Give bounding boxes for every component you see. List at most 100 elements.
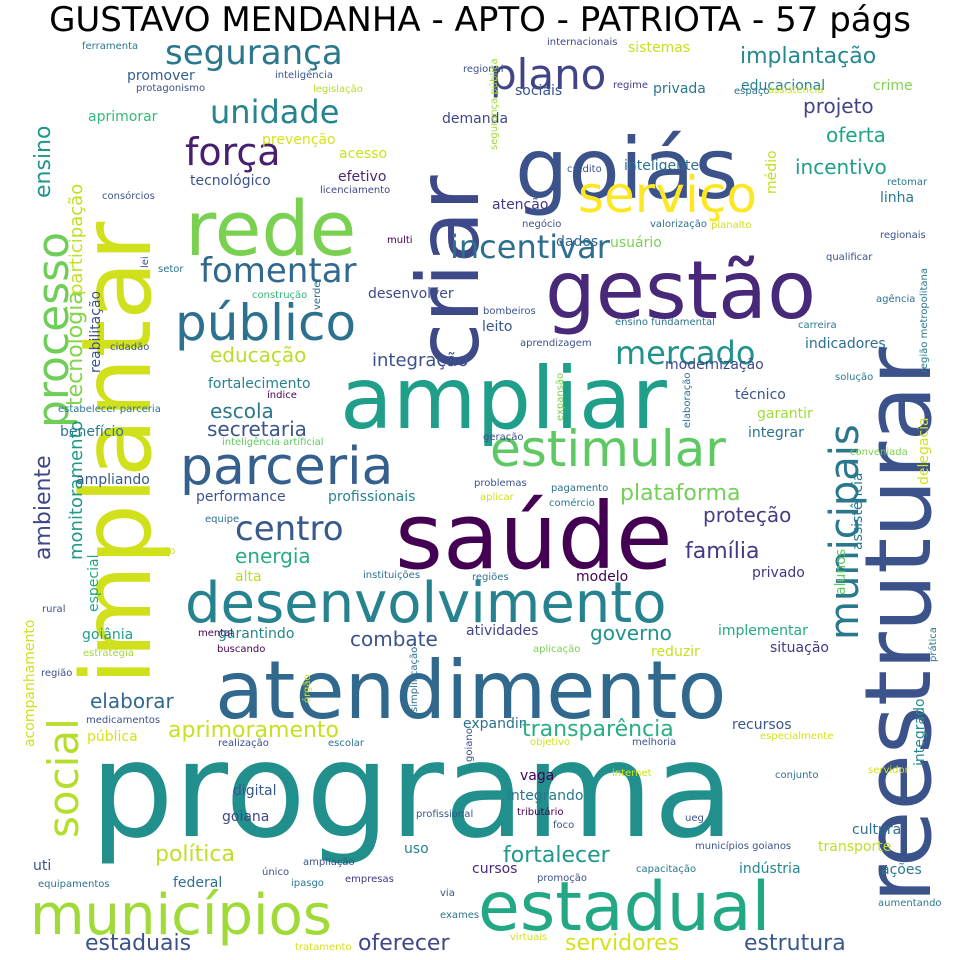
word-melhoria: melhoria: [632, 737, 676, 748]
word-retomar: retomar: [887, 177, 928, 188]
word-privada: privada: [653, 81, 706, 97]
word-inteligente: inteligente: [624, 158, 699, 174]
word-ueg: ueg: [685, 813, 704, 824]
word-agencia: agência: [876, 293, 915, 305]
word-processo: processo: [28, 232, 79, 428]
word-rede: rede: [185, 184, 356, 273]
word-ambiente: ambiente: [31, 455, 56, 560]
word-protecao: proteção: [703, 503, 791, 527]
word-criar: criar: [399, 175, 499, 370]
word-estaduais: estaduais: [85, 931, 191, 956]
word-ferramenta: ferramenta: [82, 41, 138, 52]
word-servidores: servidores: [565, 931, 679, 956]
word-plataforma: plataforma: [620, 481, 740, 506]
word-centro: centro: [235, 509, 344, 549]
word-oferecer: oferecer: [358, 931, 450, 956]
word-capacitacao: capacitação: [636, 864, 696, 875]
word-prevencao: prevenção: [262, 132, 336, 148]
word-combate: combate: [350, 627, 438, 651]
word-fortalecer: fortalecer: [503, 843, 611, 868]
word-assistencia: assistência: [850, 473, 866, 551]
word-efetivo: efetivo: [338, 169, 386, 185]
word-atencao: atenção: [492, 197, 548, 213]
word-ampliando: ampliando: [76, 472, 150, 488]
word-energia: energia: [235, 544, 311, 568]
word-ensino-fundamental: ensino fundamental: [615, 317, 715, 328]
word-aplicacao: aplicação: [533, 644, 580, 655]
word-simplificacao: simplificação: [409, 647, 420, 712]
word-programa: programa: [90, 714, 734, 868]
word-valorizacao: valorização: [650, 219, 707, 230]
word-gestao: gestão: [545, 244, 816, 337]
word-sociais: sociais: [515, 83, 562, 99]
word-goiana: goiana: [222, 809, 269, 825]
word-usuario: usuário: [610, 235, 662, 251]
word-ipasgo: ipasgo: [291, 878, 324, 889]
word-profissionais: profissionais: [328, 489, 415, 505]
word-cultura: cultura: [852, 822, 901, 838]
word-consorcios: consórcios: [102, 190, 155, 202]
word-objetivo: objetivo: [530, 737, 570, 748]
word-ensino: ensino: [31, 126, 56, 198]
word-fomentar: fomentar: [200, 251, 357, 291]
word-uso: uso: [404, 841, 429, 857]
word-politica: política: [155, 842, 235, 867]
word-elaboracao: elaboração: [682, 372, 693, 428]
word-solucao: solução: [835, 372, 873, 383]
word-educacao: educação: [210, 343, 306, 367]
word-procedimento: procedimento: [106, 546, 175, 557]
word-problemas: problemas: [474, 478, 527, 489]
word-industria: indústria: [739, 861, 801, 877]
word-tecnico: técnico: [735, 387, 786, 403]
word-modelo: modelo: [576, 569, 628, 585]
word-goiania: goiânia: [82, 627, 133, 643]
word-goias: goiás: [515, 120, 738, 218]
word-lei: lei: [140, 256, 151, 268]
page-title: GUSTAVO MENDANHA - APTO - PATRIOTA - 57 …: [49, 0, 911, 40]
word-multi: multi: [387, 235, 413, 246]
word-medicamentos: medicamentos: [86, 715, 160, 726]
word-rural: rural: [42, 604, 65, 615]
word-aprimorar: aprimorar: [88, 109, 158, 125]
word-regioes: regiões: [472, 572, 509, 583]
word-alunos: alunos: [833, 549, 849, 595]
word-seguranca: segurança: [165, 33, 343, 73]
word-credito: crédito: [567, 163, 602, 175]
word-familia: família: [685, 539, 759, 564]
word-projeto: projeto: [803, 94, 874, 118]
word-seguranca-publica: segurança pública: [488, 58, 500, 150]
word-linha: linha: [880, 190, 914, 206]
word-sistemas: sistemas: [628, 40, 690, 56]
word-performance: performance: [196, 489, 286, 505]
word-municipios: municípios: [30, 883, 332, 948]
word-atendimento: atendimento: [215, 644, 726, 737]
word-espaco: espaço: [734, 86, 769, 97]
word-cursos: cursos: [472, 861, 517, 877]
word-legislacao: legislação: [313, 84, 363, 95]
word-integrado: integrado: [912, 698, 928, 766]
word-beneficio: benefício: [60, 424, 124, 440]
word-reduzir: reduzir: [651, 644, 700, 660]
word-equipe: equipe: [205, 514, 239, 525]
word-foco: foco: [553, 820, 574, 831]
word-carreira: carreira: [798, 320, 837, 331]
word-incentivo: incentivo: [795, 155, 887, 179]
word-estabelecer-parceria: estabelecer parceria: [58, 404, 161, 415]
word-conveniada: conveniada: [850, 447, 908, 458]
word-crime: crime: [873, 78, 913, 94]
word-equipamentos: equipamentos: [38, 879, 110, 890]
word-municipios-goianos: municípios goianos: [695, 840, 791, 852]
word-virtuais: virtuais: [510, 932, 547, 943]
word-ampliacao: ampliação: [303, 857, 355, 868]
word-secretaria: secretaria: [207, 417, 307, 441]
word-aumentando: aumentando: [878, 898, 942, 909]
word-mercado: mercado: [615, 334, 755, 372]
word-pagamento: pagamento: [551, 483, 608, 494]
word-implantacao: implantação: [740, 44, 876, 69]
word-transparencia: transparência: [522, 717, 674, 742]
word-municipais: municipais: [822, 424, 868, 640]
word-tributario: tributário: [517, 806, 564, 818]
word-planalto: planalto: [711, 220, 752, 231]
word-atividades: atividades: [466, 623, 538, 639]
